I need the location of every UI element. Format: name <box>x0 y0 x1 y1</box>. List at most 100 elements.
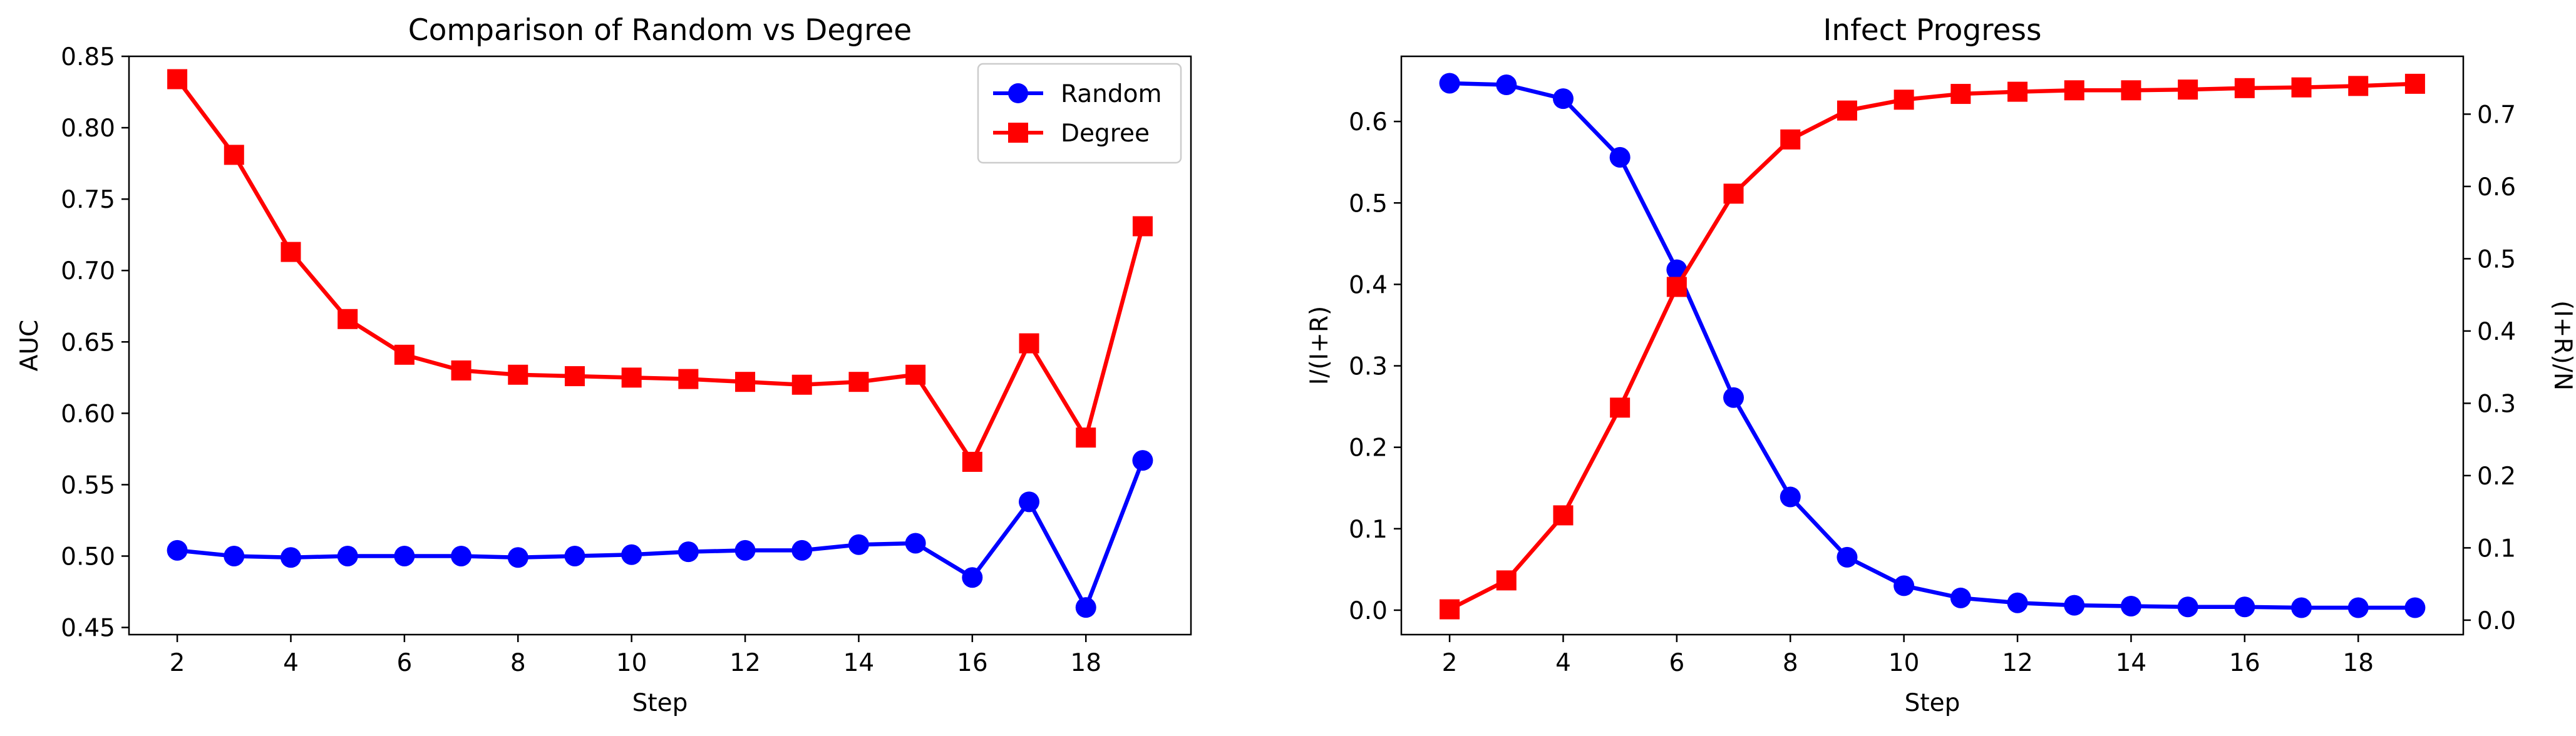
data-point-square <box>508 364 528 385</box>
legend-random-marker <box>1008 83 1028 103</box>
data-point-square <box>2404 73 2425 94</box>
y-tick-label: 0.0 <box>1349 597 1388 625</box>
y-tick-label: 0.75 <box>61 186 115 214</box>
data-point-square <box>678 369 699 389</box>
data-point-circle <box>1552 88 1574 110</box>
data-point-circle <box>280 547 301 568</box>
data-point-square <box>621 367 642 388</box>
data-point-square <box>281 242 301 262</box>
data-point-circle <box>1609 146 1631 168</box>
series-line-0 <box>177 459 1145 610</box>
right-chart-title: Infect Progress <box>1823 13 2042 48</box>
data-point-square <box>2064 80 2084 101</box>
data-point-circle <box>1950 587 1971 608</box>
y-tick-label: 0.5 <box>1349 190 1388 218</box>
y-tick-label-right: 0.7 <box>2477 101 2516 129</box>
y-tick-label: 0.50 <box>61 543 115 571</box>
legend-random-label: Random <box>1061 80 1162 108</box>
data-point-square <box>1553 505 1574 526</box>
right-chart-ylabel-left: I/(I+R) <box>1306 306 1334 385</box>
y-tick-label: 0.85 <box>61 43 115 71</box>
data-point-circle <box>848 534 869 555</box>
y-tick-label: 0.6 <box>1349 108 1388 136</box>
x-tick-label: 10 <box>616 649 647 677</box>
data-point-square <box>1610 397 1631 418</box>
data-point-square <box>2007 81 2028 102</box>
data-point-square <box>224 145 244 165</box>
data-point-circle <box>791 539 813 561</box>
data-point-circle <box>734 539 756 561</box>
data-point-square <box>791 374 812 395</box>
left-chart: Comparison of Random vs Degree Step AUC … <box>16 13 1192 717</box>
series-line-0 <box>1449 81 2415 610</box>
x-tick-label: 12 <box>2002 649 2033 677</box>
x-tick-label: 10 <box>1888 649 1920 677</box>
x-tick-label: 16 <box>957 649 988 677</box>
right-chart: Infect Progress Step I/(I+R) (I+R)/N 0.0… <box>1306 13 2576 717</box>
data-point-circle <box>394 546 415 567</box>
y-tick-label: 0.4 <box>1349 271 1388 299</box>
y-tick-label: 0.55 <box>61 471 115 499</box>
data-point-square <box>1723 183 1744 204</box>
data-point-square <box>1019 333 1039 354</box>
y-tick-label-right: 0.1 <box>2477 534 2516 563</box>
x-tick-label: 6 <box>1669 649 1684 677</box>
data-point-square <box>1837 100 1857 121</box>
data-point-square <box>1076 427 1096 448</box>
data-point-circle <box>2120 595 2141 616</box>
data-point-square <box>167 69 188 89</box>
x-tick-label: 18 <box>1070 649 1101 677</box>
data-point-circle <box>1893 575 1915 596</box>
y-tick-label: 0.70 <box>61 257 115 285</box>
data-point-circle <box>507 547 528 568</box>
data-point-square <box>735 372 756 392</box>
data-point-square <box>848 372 869 392</box>
data-point-circle <box>337 546 358 567</box>
data-point-square <box>394 344 415 365</box>
data-point-square <box>1496 570 1517 591</box>
x-tick-label: 2 <box>170 649 185 677</box>
y-tick-label-right: 0.6 <box>2477 173 2516 202</box>
data-point-square <box>1132 216 1153 237</box>
plot-frame <box>1400 55 2465 636</box>
data-point-square <box>1780 129 1801 150</box>
data-point-circle <box>1132 450 1153 471</box>
data-point-square <box>2291 77 2312 98</box>
data-point-circle <box>1780 486 1801 508</box>
data-point-circle <box>1019 491 1040 513</box>
data-point-square <box>1666 277 1687 297</box>
plot-frame <box>128 55 1192 636</box>
legend-degree-label: Degree <box>1061 120 1150 148</box>
x-tick-label: 12 <box>729 649 761 677</box>
data-point-square <box>1950 84 1971 105</box>
data-point-circle <box>1496 74 1517 96</box>
data-point-circle <box>1075 597 1096 618</box>
data-point-circle <box>1439 73 1460 94</box>
x-tick-label: 16 <box>2229 649 2260 677</box>
series-line-1 <box>175 78 1145 464</box>
data-point-square <box>1893 89 1914 110</box>
legend-box <box>977 63 1182 164</box>
data-point-square <box>2348 76 2369 96</box>
data-point-circle <box>2347 597 2369 618</box>
data-point-circle <box>2007 592 2028 613</box>
data-point-circle <box>451 546 472 567</box>
left-plot-area: 0.45 0.50 0.55 0.60 0.65 0.70 0.75 0.80 0.85 2 4 6 8… <box>61 43 1192 677</box>
y-tick-label: 0.2 <box>1349 434 1388 463</box>
data-point-square <box>962 451 982 472</box>
data-point-circle <box>1837 546 1858 568</box>
data-point-square <box>564 366 585 387</box>
y-tick-label-right: 0.3 <box>2477 390 2516 418</box>
data-point-square <box>2234 78 2255 98</box>
data-point-circle <box>2291 597 2312 618</box>
legend-degree-marker <box>1008 123 1028 143</box>
y-tick-label: 0.60 <box>61 400 115 428</box>
data-point-square <box>2178 79 2198 100</box>
left-chart-title: Comparison of Random vs Degree <box>408 13 912 48</box>
data-point-circle <box>621 544 642 565</box>
y-tick-label: 0.65 <box>61 329 115 357</box>
left-chart-ylabel: AUC <box>16 320 44 371</box>
data-point-square <box>337 309 358 329</box>
data-point-square <box>451 360 471 381</box>
